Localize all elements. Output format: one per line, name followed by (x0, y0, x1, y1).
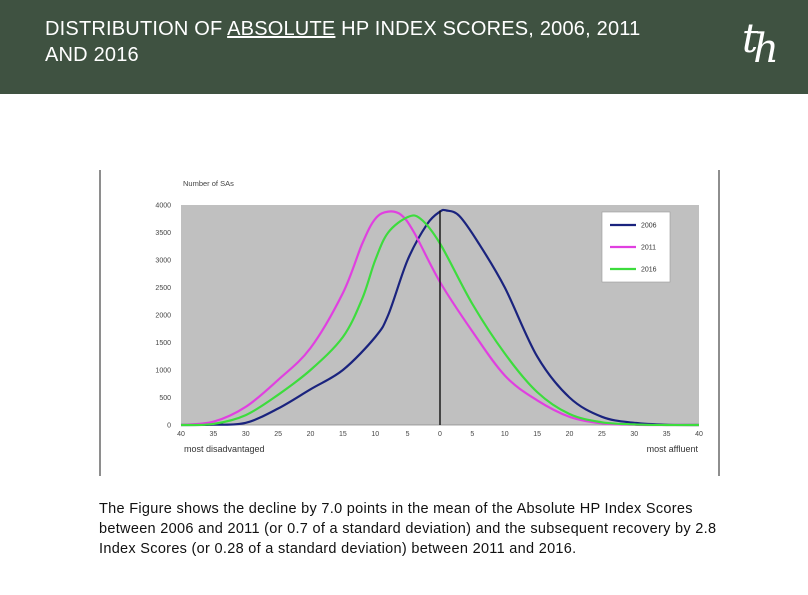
title-emphasis: ABSOLUTE (227, 18, 336, 40)
y-tick-label: 0 (167, 423, 171, 430)
legend-items: 2006 2011 2016 (610, 223, 657, 274)
y-tick-label: 1000 (155, 368, 171, 375)
legend-label-2016: 2016 (641, 267, 657, 274)
y-tick-label: 3000 (155, 258, 171, 265)
x-tick-label: 10 (371, 431, 379, 438)
x-tick-label: 30 (242, 431, 250, 438)
brand-logo: th (742, 14, 779, 72)
y-tick-labels: 0 500 1000 1500 2000 2500 3000 3500 4000 (155, 203, 171, 430)
x-tick-label: 35 (209, 431, 217, 438)
x-left-label: most disadvantaged (184, 444, 265, 454)
title-part-2: HP INDEX SCORES, 2006, 2011 AND 2016 (45, 18, 641, 66)
x-tick-label: 15 (533, 431, 541, 438)
distribution-chart: Number of SAs 0 500 1000 1500 2000 2500 3000 35… (99, 170, 720, 476)
x-tick-label: 0 (438, 431, 442, 438)
y-tick-label: 2500 (155, 285, 171, 292)
y-tick-label: 500 (159, 395, 171, 402)
x-tick-label: 35 (663, 431, 671, 438)
x-tick-label: 25 (598, 431, 606, 438)
legend: 2006 2011 2016 (601, 211, 671, 283)
y-axis-label: Number of SAs (183, 179, 234, 188)
x-tick-labels: 40 35 30 25 20 15 10 5 0 5 10 15 20 25 30 35 40 (177, 431, 703, 438)
series-line-2011 (180, 210, 699, 427)
figure-caption: The Figure shows the decline by 7.0 poin… (99, 501, 717, 557)
series-line-2016 (180, 214, 700, 427)
x-tick-label: 40 (695, 431, 703, 438)
y-tick-label: 4000 (155, 203, 171, 210)
y-tick-label: 3500 (155, 230, 171, 237)
x-tick-label: 40 (177, 431, 185, 438)
x-right-label: most affluent (647, 444, 699, 454)
x-tick-label: 15 (339, 431, 347, 438)
y-tick-label: 1500 (155, 340, 171, 347)
x-tick-label: 5 (406, 431, 410, 438)
y-tick-label: 2000 (155, 313, 171, 320)
slide-title: DISTRIBUTION OF ABSOLUTE HP INDEX SCORES… (45, 16, 665, 68)
x-tick-label: 10 (501, 431, 509, 438)
title-part-1: DISTRIBUTION OF (45, 18, 228, 40)
logo-letter-h: h (753, 26, 779, 72)
legend-label-2006: 2006 (641, 223, 657, 230)
x-tick-label: 25 (274, 431, 282, 438)
header-band: DISTRIBUTION OF ABSOLUTE HP INDEX SCORES… (0, 0, 808, 94)
logo-letter-t: t (742, 16, 759, 62)
x-tick-label: 20 (307, 431, 315, 438)
x-tick-label: 30 (630, 431, 638, 438)
legend-label-2011: 2011 (641, 245, 656, 252)
x-tick-label: 5 (470, 431, 474, 438)
x-tick-label: 20 (566, 431, 574, 438)
